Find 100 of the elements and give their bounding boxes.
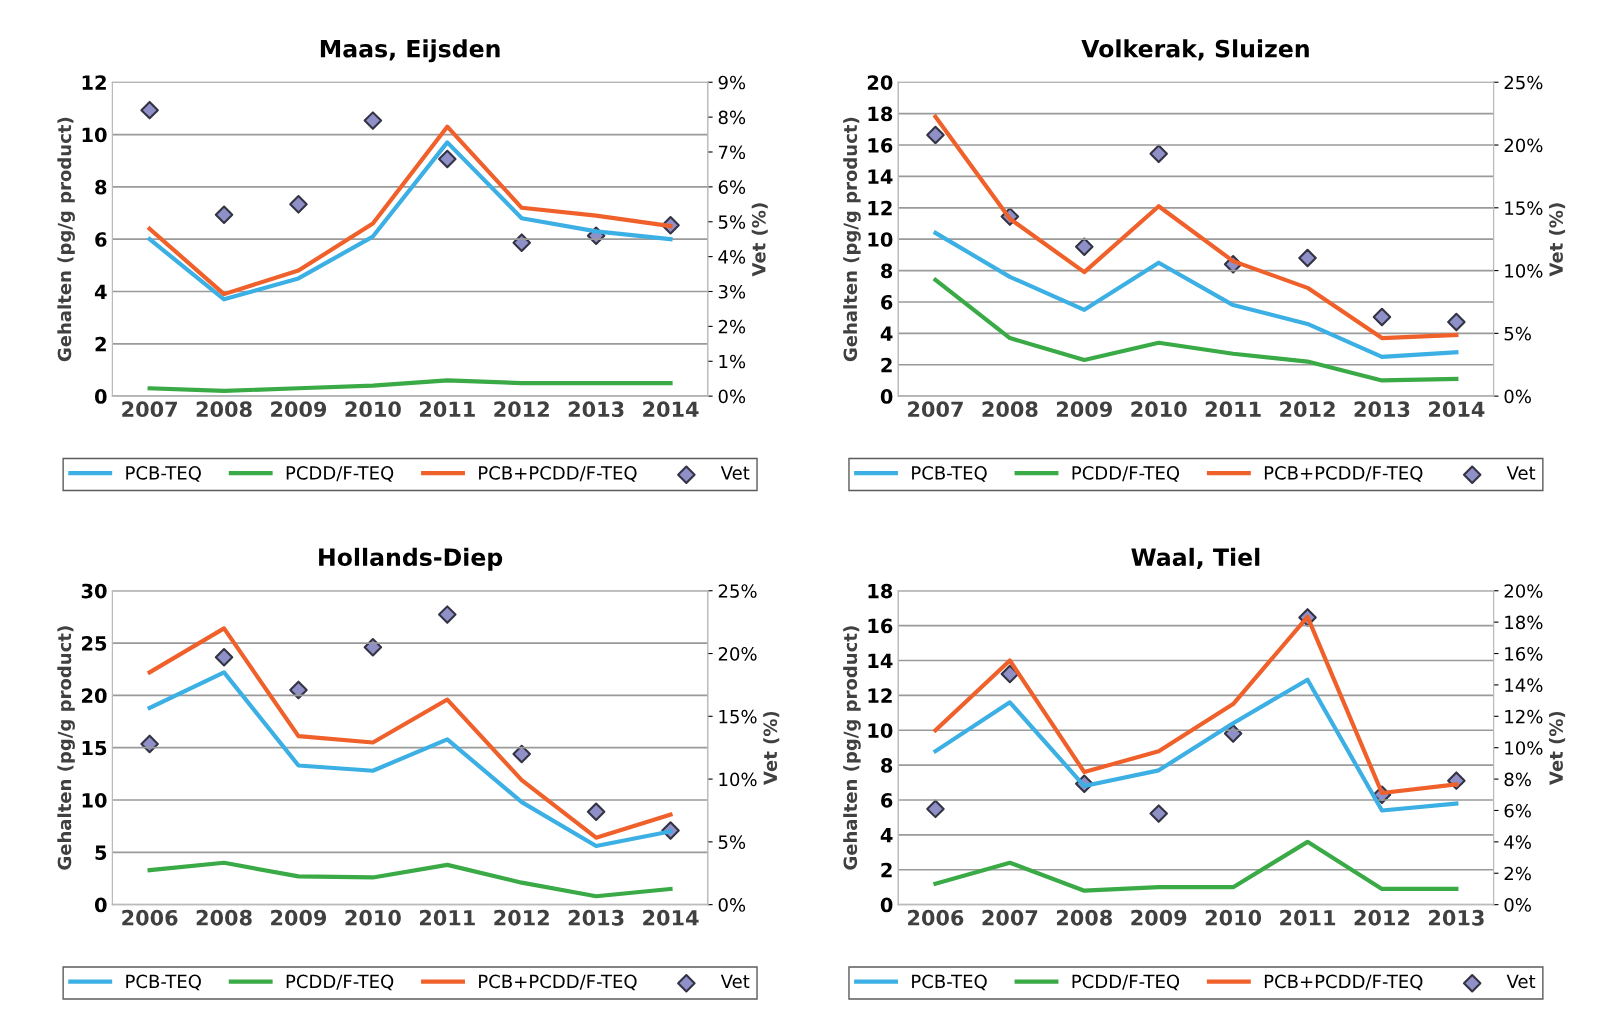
y-tick-label: 18 [868, 583, 893, 599]
y-tick-label: 16 [868, 137, 893, 153]
point [214, 205, 234, 225]
y2-tick-label: 25% [1504, 75, 1543, 90]
y-axis-title: Gehalten (pg/g product) [843, 626, 861, 870]
y2-tick-label: 0% [1504, 389, 1531, 404]
point [140, 100, 159, 120]
point [140, 734, 159, 754]
legend-label: Vet [1506, 974, 1536, 989]
y-axis-title: Gehalten (pg/g product) [57, 117, 75, 362]
point [214, 648, 234, 667]
y2-axis-title: Vet (%) [1549, 203, 1566, 277]
y-tick-label: 30 [81, 583, 107, 599]
legend-label: Vet [720, 466, 750, 480]
x-tick-label: 2006 [908, 909, 964, 926]
legend-label: PCDD/F-TEQ [1072, 974, 1180, 991]
y2-tick-label: 3% [718, 284, 746, 299]
y2-tick-label: 18% [1505, 615, 1543, 630]
line-series [933, 230, 1459, 359]
y2-tick-label: 4% [1504, 835, 1531, 849]
y-tick-label: 8 [881, 263, 893, 279]
line-series [933, 277, 1459, 383]
y-tick-label: 4 [94, 284, 107, 299]
point [1223, 724, 1243, 743]
point [926, 125, 945, 145]
y-tick-label: 12 [868, 200, 892, 216]
y-tick-label: 0 [880, 897, 893, 913]
y2-tick-label: 4% [718, 250, 746, 264]
y2-tick-label: 0% [1504, 898, 1531, 912]
line-series [933, 839, 1459, 893]
y2-tick-label: 8% [718, 110, 746, 125]
point [363, 637, 383, 657]
y2-tick-label: 20% [718, 646, 757, 661]
point [512, 744, 531, 764]
point [512, 233, 531, 252]
y-tick-label: 20 [867, 75, 893, 90]
point [1298, 248, 1317, 268]
x-tick-label: 2010 [1131, 401, 1187, 418]
point [363, 111, 383, 130]
x-tick-label: 2014 [1429, 401, 1485, 418]
y2-tick-label: 9% [718, 75, 746, 90]
y-tick-label: 4 [880, 828, 893, 843]
x-tick-label: 2009 [271, 909, 327, 926]
y2-tick-label: 10% [719, 772, 757, 787]
x-tick-label: 2010 [1205, 909, 1262, 926]
y-tick-label: 25 [82, 636, 107, 651]
x-tick-label: 2006 [122, 909, 178, 926]
y-tick-label: 16 [868, 618, 893, 634]
x-tick-label: 2007 [122, 401, 177, 418]
point [1075, 237, 1094, 256]
y2-tick-label: 16% [1505, 646, 1543, 661]
y-tick-label: 5 [95, 845, 107, 860]
y-tick-label: 6 [881, 792, 893, 808]
line-series [933, 677, 1459, 813]
point [586, 802, 606, 821]
y2-axis-title: Vet (%) [763, 711, 780, 785]
y-tick-label: 8 [95, 179, 107, 195]
x-tick-label: 2013 [568, 401, 624, 418]
legend-label: PCB+PCDD/F-TEQ [479, 466, 637, 482]
legend-label: PCDD/F-TEQ [286, 466, 394, 482]
chart-title: Waal, Tiel [1131, 547, 1260, 570]
y2-tick-label: 8% [1504, 772, 1531, 787]
y-tick-label: 12 [82, 75, 106, 90]
y-tick-label: 2 [95, 336, 106, 352]
line-series [147, 626, 673, 840]
y2-tick-label: 10% [1505, 264, 1543, 278]
x-tick-label: 2014 [643, 401, 699, 418]
y-tick-label: 10 [868, 232, 893, 247]
x-tick-label: 2008 [196, 909, 252, 926]
y2-axis-title: Vet (%) [751, 203, 768, 277]
y2-tick-label: 15% [1505, 201, 1543, 215]
point [438, 149, 457, 169]
point [289, 195, 308, 214]
y2-tick-label: 15% [719, 709, 757, 724]
point [1447, 312, 1466, 332]
y2-tick-label: 6% [718, 180, 746, 194]
line-series [933, 114, 1459, 341]
chart-title: Hollands-Diep [319, 547, 503, 571]
y-tick-label: 18 [868, 106, 893, 122]
x-tick-label: 2011 [419, 401, 475, 418]
y2-tick-label: 2% [1504, 866, 1531, 881]
x-tick-label: 2008 [982, 401, 1038, 418]
x-tick-label: 2009 [271, 401, 327, 418]
point [926, 799, 945, 819]
y-tick-label: 10 [868, 723, 893, 738]
x-tick-label: 2010 [345, 909, 401, 926]
x-tick-label: 2011 [1280, 909, 1336, 926]
y2-tick-label: 7% [718, 145, 746, 160]
y2-tick-label: 6% [1504, 803, 1531, 818]
x-tick-label: 2011 [1205, 401, 1261, 418]
y2-tick-label: 2% [718, 319, 746, 334]
y2-tick-label: 14% [1505, 678, 1543, 693]
y2-tick-label: 12% [1505, 709, 1543, 724]
y2-tick-label: 20% [1504, 584, 1543, 598]
y-tick-label: 8 [881, 758, 893, 773]
y2-tick-label: 5% [1504, 326, 1531, 341]
y-tick-label: 0 [94, 897, 107, 913]
y-axis-title: Gehalten (pg/g product) [843, 117, 861, 362]
y2-tick-label: 10% [1505, 741, 1543, 755]
x-tick-label: 2012 [494, 401, 549, 418]
